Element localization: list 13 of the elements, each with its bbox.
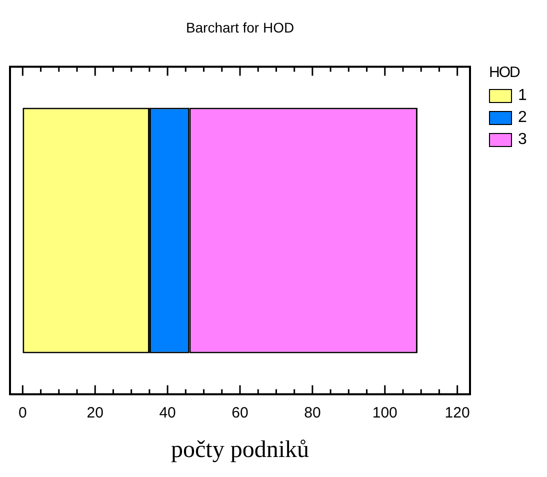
x-tick-label: 120 xyxy=(444,404,470,422)
x-tick-label: 80 xyxy=(304,404,321,422)
text: 3 xyxy=(518,131,527,149)
x-tick-label: 20 xyxy=(86,404,104,422)
x-tick-label: 0 xyxy=(18,404,27,422)
legend-label: 1 xyxy=(518,87,527,105)
legend-title: HOD xyxy=(489,64,521,81)
x-tick-label: 40 xyxy=(159,404,176,422)
chart-title: Barchart for HOD xyxy=(186,19,294,36)
x-tick-label: 100 xyxy=(372,404,398,422)
legend-label: 2 xyxy=(518,109,527,127)
x-tick-label: 60 xyxy=(232,404,248,422)
x-axis-title: počty podniků xyxy=(171,436,309,463)
